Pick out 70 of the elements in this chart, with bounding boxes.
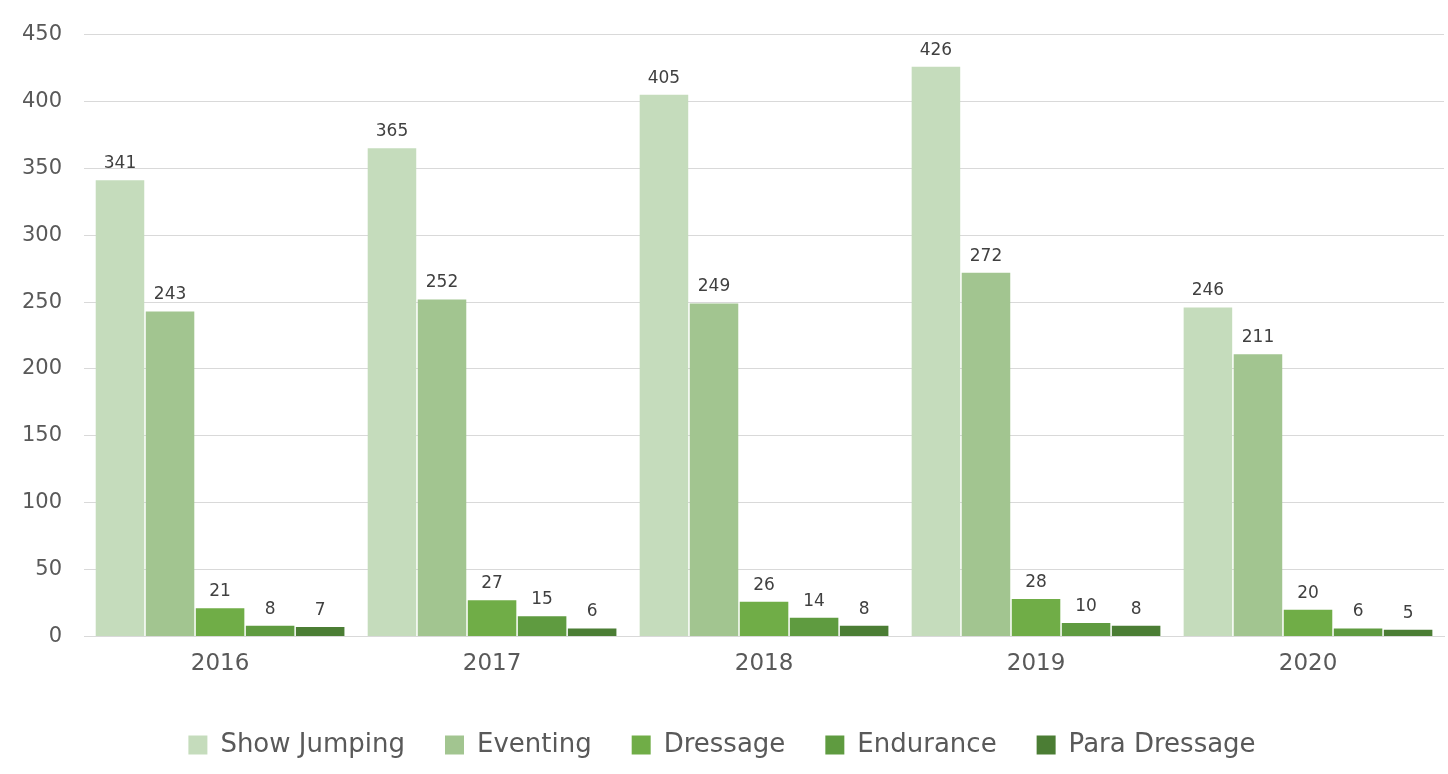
- bar: [1111, 625, 1161, 636]
- data-label: 365: [375, 120, 409, 141]
- bar: [739, 601, 789, 636]
- y-tick-label: 300: [21, 221, 63, 246]
- data-label: 28: [1025, 570, 1047, 591]
- legend-label: Eventing: [476, 727, 592, 758]
- data-label: 6: [586, 600, 598, 621]
- data-label: 246: [1191, 279, 1225, 300]
- x-tick-label: 2020: [1278, 649, 1338, 676]
- y-tick-label: 0: [48, 622, 63, 647]
- bar: [295, 627, 345, 636]
- data-label: 27: [481, 572, 503, 593]
- data-label: 341: [103, 152, 137, 173]
- data-label: 7: [314, 598, 326, 619]
- bar: [689, 303, 739, 636]
- y-tick-label: 250: [21, 288, 63, 313]
- x-tick-label: 2016: [190, 649, 250, 676]
- data-label: 26: [753, 573, 775, 594]
- x-tick-label: 2017: [462, 649, 522, 676]
- bar: [1383, 629, 1433, 636]
- legend-label: Dressage: [663, 727, 786, 758]
- bar: [1233, 354, 1283, 636]
- y-tick-label: 50: [35, 555, 63, 580]
- data-label: 21: [209, 580, 231, 601]
- bar: [961, 272, 1011, 636]
- legend-label: Endurance: [857, 727, 997, 758]
- bar: [1333, 628, 1383, 636]
- y-tick-label: 450: [21, 21, 63, 46]
- y-tick-label: 100: [21, 489, 63, 514]
- y-tick-label: 400: [21, 87, 63, 112]
- x-tick-label: 2018: [734, 649, 794, 676]
- data-label: 6: [1352, 600, 1364, 621]
- y-tick-label: 150: [21, 422, 63, 447]
- bar: [1183, 307, 1233, 636]
- data-label: 8: [264, 597, 276, 618]
- bar: [1011, 598, 1061, 636]
- y-tick-label: 350: [21, 154, 63, 179]
- bar: [1283, 609, 1333, 636]
- data-label: 405: [647, 66, 681, 87]
- data-label: 8: [1130, 597, 1142, 618]
- bar: [367, 148, 417, 636]
- data-label: 272: [969, 244, 1003, 265]
- bar: [789, 617, 839, 636]
- bar: [95, 180, 145, 636]
- bar: [145, 311, 195, 636]
- legend-label: Show Jumping: [220, 727, 405, 758]
- legend-label: Para Dressage: [1068, 727, 1256, 758]
- data-label: 252: [425, 271, 459, 292]
- data-label: 15: [531, 588, 553, 609]
- y-tick-label: 200: [21, 355, 63, 380]
- data-label: 5: [1402, 601, 1414, 622]
- bar: [839, 625, 889, 636]
- data-label: 211: [1241, 326, 1275, 347]
- data-label: 426: [919, 38, 953, 59]
- bar: [195, 608, 245, 636]
- data-label: 249: [697, 275, 731, 296]
- x-tick-label: 2019: [1006, 649, 1066, 676]
- data-label: 10: [1075, 594, 1097, 615]
- data-label: 8: [858, 597, 870, 618]
- bar: [911, 66, 961, 636]
- bar: [467, 600, 517, 636]
- bar: [517, 616, 567, 636]
- bar: [417, 299, 467, 636]
- bar: [1061, 623, 1111, 636]
- data-label: 20: [1297, 581, 1319, 602]
- data-label: 243: [153, 283, 187, 304]
- bar: [639, 94, 689, 636]
- bar: [567, 628, 617, 636]
- data-label: 14: [803, 589, 825, 610]
- bar: [245, 625, 295, 636]
